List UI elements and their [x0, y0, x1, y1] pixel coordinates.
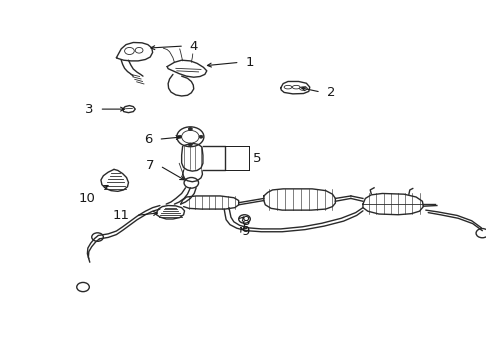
- Circle shape: [188, 127, 192, 130]
- Text: 10: 10: [79, 192, 96, 206]
- Text: 11: 11: [113, 209, 130, 222]
- Circle shape: [199, 135, 203, 138]
- Circle shape: [188, 143, 192, 146]
- Text: 3: 3: [85, 103, 94, 116]
- Circle shape: [178, 135, 181, 138]
- Text: 2: 2: [326, 86, 334, 99]
- Text: 7: 7: [145, 159, 154, 172]
- Text: 1: 1: [245, 56, 253, 69]
- Text: 8: 8: [240, 215, 248, 228]
- Text: 4: 4: [189, 40, 198, 53]
- Text: 9: 9: [240, 225, 248, 238]
- Text: 5: 5: [253, 152, 261, 165]
- Text: 6: 6: [144, 133, 152, 146]
